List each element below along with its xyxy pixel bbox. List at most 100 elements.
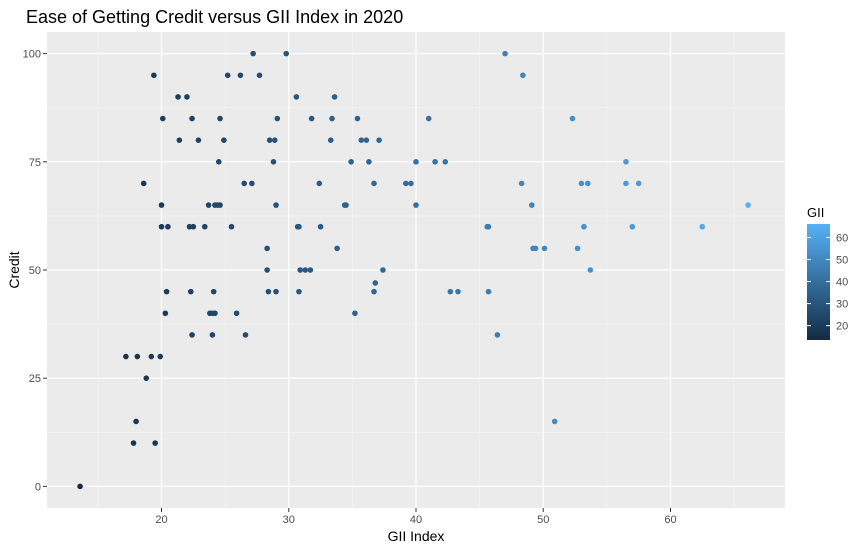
legend-tick-label: 40 [836, 277, 848, 289]
data-point [175, 94, 181, 100]
data-point [143, 375, 150, 381]
data-point [148, 353, 155, 360]
data-point [130, 440, 137, 446]
data-point [348, 159, 354, 165]
data-point [532, 245, 539, 252]
data-point [297, 267, 304, 273]
data-point [541, 245, 548, 252]
data-point [358, 137, 365, 143]
data-point [518, 180, 525, 187]
data-point [447, 288, 454, 295]
data-point [578, 180, 585, 187]
data-point [331, 94, 338, 100]
data-point [317, 223, 324, 230]
y-tick-label: 100 [23, 49, 41, 61]
x-tick-label: 20 [155, 514, 167, 526]
data-point [485, 223, 492, 230]
x-tick-label: 40 [410, 514, 422, 526]
data-point [432, 159, 438, 165]
data-point [151, 72, 157, 79]
data-point [376, 137, 382, 143]
y-tick-label: 0 [35, 481, 41, 493]
data-point [152, 440, 158, 446]
data-point [413, 202, 419, 208]
data-point [241, 180, 248, 187]
data-point [205, 202, 212, 208]
legend-tick-label: 60 [836, 232, 848, 244]
data-point [189, 332, 195, 338]
data-point [201, 223, 208, 230]
data-point [134, 353, 141, 360]
data-points [77, 50, 751, 490]
data-point [354, 115, 361, 122]
data-point [270, 159, 277, 165]
x-axis: 20 30 40 50 60 [155, 508, 677, 526]
data-point [264, 245, 270, 252]
data-point [699, 223, 706, 230]
data-point [528, 202, 535, 208]
data-point [413, 159, 419, 165]
data-point [296, 223, 302, 230]
data-point [217, 202, 223, 208]
data-point [308, 115, 315, 122]
data-point [163, 288, 170, 295]
data-point [212, 310, 218, 317]
data-point [209, 332, 216, 338]
data-point [224, 72, 231, 79]
data-point [745, 202, 751, 208]
data-point [329, 115, 335, 122]
data-point [210, 288, 217, 295]
data-point [520, 72, 526, 79]
y-tick-label: 50 [29, 265, 41, 277]
y-axis-title: Credit [6, 251, 22, 288]
data-point [140, 180, 147, 187]
data-point [581, 223, 587, 230]
data-point [283, 50, 290, 57]
data-point [189, 115, 195, 122]
chart-title: Ease of Getting Credit versus GII Index … [26, 7, 403, 27]
data-point [217, 115, 223, 122]
data-point [274, 115, 281, 122]
data-point [221, 137, 227, 143]
data-point [249, 180, 255, 187]
data-point [371, 180, 377, 187]
data-point [266, 137, 273, 143]
legend-tick-label: 30 [836, 299, 848, 311]
data-point [184, 94, 190, 100]
data-point [195, 137, 202, 143]
data-point [485, 288, 492, 295]
legend-ticks: 20 30 40 50 60 [807, 232, 848, 333]
data-point [316, 180, 323, 187]
data-point [133, 418, 139, 425]
data-point [159, 115, 166, 122]
data-point [425, 115, 432, 122]
x-tick-label: 30 [283, 514, 295, 526]
data-point [408, 180, 414, 187]
data-point [256, 72, 263, 79]
data-point [334, 245, 340, 252]
data-point [123, 353, 129, 360]
legend-colorbar [807, 224, 830, 340]
data-point [343, 202, 349, 208]
data-point [574, 245, 581, 252]
data-point [302, 267, 309, 273]
data-point [623, 159, 629, 165]
data-point [327, 137, 334, 143]
y-tick-label: 25 [29, 373, 41, 385]
data-point [293, 94, 300, 100]
data-point [366, 159, 372, 165]
data-point [569, 115, 576, 122]
data-point [455, 288, 461, 295]
data-point [551, 418, 558, 425]
data-point [307, 267, 314, 273]
data-point [176, 137, 183, 143]
data-point [158, 202, 165, 208]
data-point [77, 483, 83, 490]
data-point [187, 288, 194, 295]
data-point [635, 180, 642, 187]
data-point [371, 288, 377, 295]
data-point [250, 50, 256, 57]
data-point [629, 223, 636, 230]
data-point [372, 280, 379, 286]
